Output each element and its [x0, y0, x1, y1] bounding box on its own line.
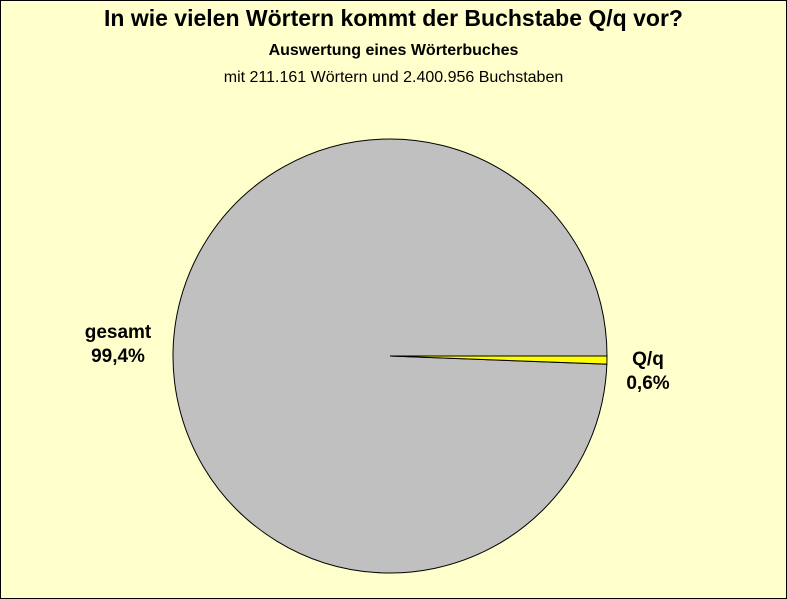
chart-title: In wie vielen Wörtern kommt der Buchstab…: [104, 5, 683, 31]
chart-subtitle-2: mit 211.161 Wörtern und 2.400.956 Buchst…: [223, 69, 564, 86]
slice-name-q: Q/q: [632, 349, 664, 370]
slice-value-gesamt: 99,4%: [91, 346, 145, 367]
chart-subtitle: Auswertung eines Wörterbuches: [268, 42, 519, 59]
slice-label-gesamt: gesamt 99,4%: [73, 321, 163, 369]
pie-slice-q: [389, 355, 608, 365]
slice-name-gesamt: gesamt: [84, 322, 152, 343]
slice-label-q: Q/q 0,6%: [613, 348, 683, 396]
slice-value-q: 0,6%: [626, 373, 670, 394]
